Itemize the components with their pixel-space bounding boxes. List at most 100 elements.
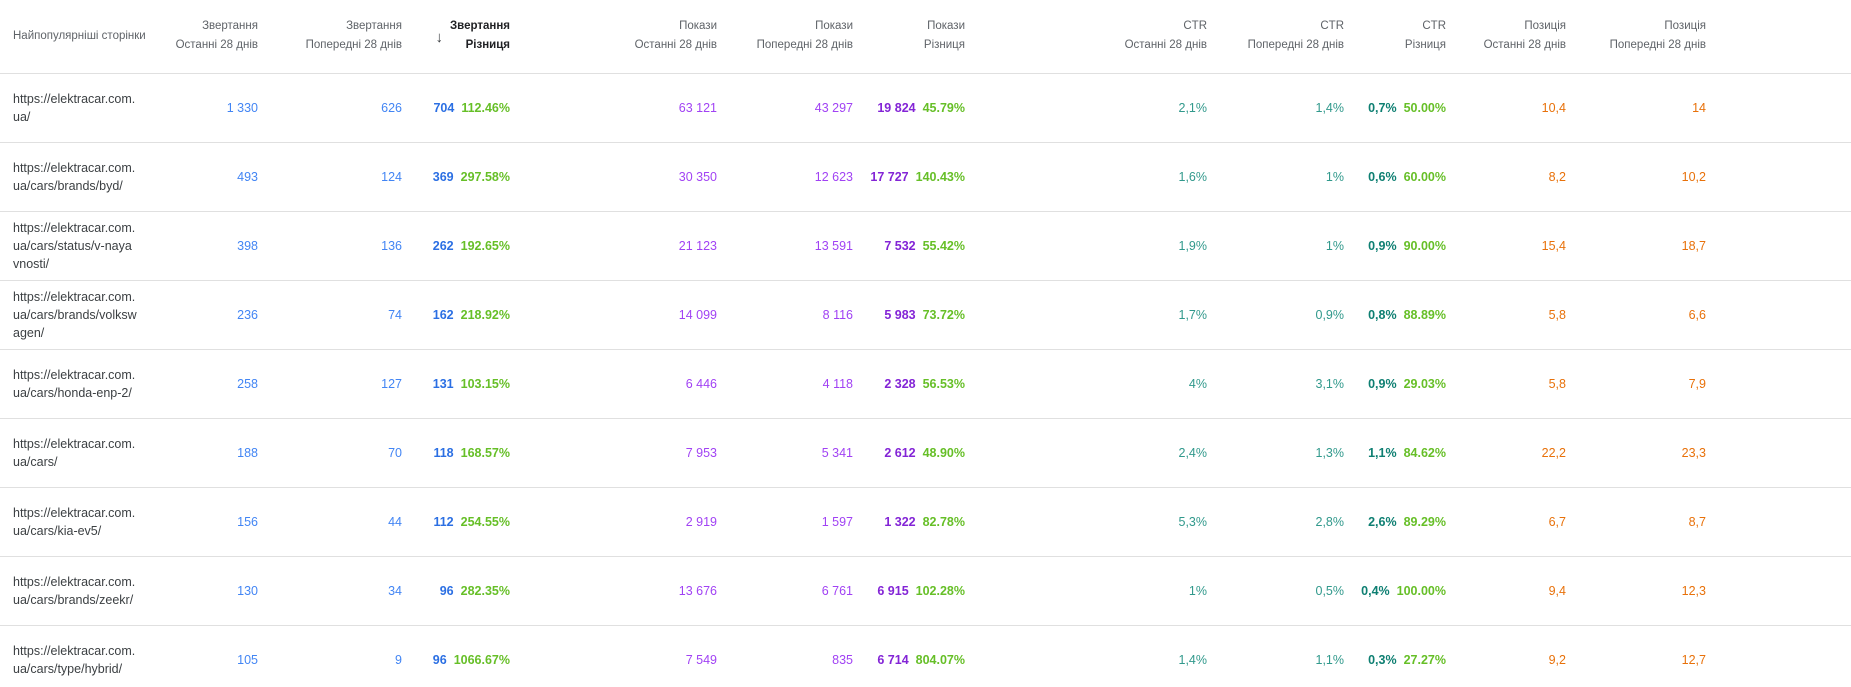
table-row: https://elektracar.com.ua/cars/brands/vo… [0, 280, 1851, 350]
impressions-prev-value: 1 597 [721, 487, 857, 557]
row-filler [1710, 349, 1851, 419]
page-url-link[interactable]: https://elektracar.com.ua/cars/brands/vo… [0, 280, 165, 350]
diff-percent: 55.42% [922, 238, 965, 253]
diff-percent: 84.62% [1403, 445, 1446, 460]
clicks-prev-value: 124 [262, 142, 406, 212]
diff-value: 17 727 [870, 169, 909, 184]
col-header-sublabel: Різниця [465, 39, 510, 52]
ctr-prev-value: 3,1% [1211, 349, 1348, 419]
clicks-diff-cell: 262 192.65% [406, 211, 514, 281]
page-url-link[interactable]: https://elektracar.com.ua/cars/kia-ev5/ [0, 487, 165, 557]
page-url-link[interactable]: https://elektracar.com.ua/ [0, 73, 165, 143]
impressions-last-value: 30 350 [514, 142, 721, 212]
position-prev-value: 10,2 [1570, 142, 1710, 212]
page-url-link[interactable]: https://elektracar.com.ua/cars/ [0, 418, 165, 488]
col-header-sublabel: Останні 28 днів [1124, 39, 1207, 52]
page-url-link[interactable]: https://elektracar.com.ua/cars/honda-enp… [0, 349, 165, 419]
impressions-diff-cell: 1 322 82.78% [857, 487, 969, 557]
table-row: https://elektracar.com.ua/cars/brands/by… [0, 142, 1851, 212]
col-header-ctr-prev[interactable]: CTR Попередні 28 днів [1211, 0, 1348, 74]
diff-percent: 254.55% [460, 514, 510, 529]
ctr-diff-cell: 0,7% 50.00% [1348, 73, 1450, 143]
col-header-pages[interactable]: Найпопулярніші сторінки [0, 0, 165, 74]
impressions-diff-cell: 17 727 140.43% [857, 142, 969, 212]
impressions-prev-value: 43 297 [721, 73, 857, 143]
clicks-prev-value: 127 [262, 349, 406, 419]
col-header-label: Покази [815, 20, 853, 33]
clicks-last-value: 398 [165, 211, 262, 281]
col-header-sublabel: Попередні 28 днів [1247, 39, 1344, 52]
ctr-diff-cell: 0,9% 90.00% [1348, 211, 1450, 281]
clicks-diff-cell: 112 254.55% [406, 487, 514, 557]
col-header-sublabel: Останні 28 днів [1483, 39, 1566, 52]
position-last-value: 8,2 [1450, 142, 1570, 212]
diff-percent: 48.90% [922, 445, 965, 460]
diff-percent: 88.89% [1403, 307, 1446, 322]
position-last-value: 15,4 [1450, 211, 1570, 281]
diff-percent: 90.00% [1403, 238, 1446, 253]
diff-percent: 45.79% [922, 100, 965, 115]
diff-percent: 29.03% [1403, 376, 1446, 391]
table-row: https://elektracar.com.ua/cars/brands/ze… [0, 556, 1851, 626]
row-filler [1710, 625, 1851, 687]
impressions-last-value: 21 123 [514, 211, 721, 281]
diff-value: 0,8% [1368, 307, 1397, 322]
impressions-prev-value: 13 591 [721, 211, 857, 281]
impressions-diff-cell: 6 714 804.07% [857, 625, 969, 687]
ctr-prev-value: 0,9% [1211, 280, 1348, 350]
page-url-link[interactable]: https://elektracar.com.ua/cars/type/hybr… [0, 625, 165, 687]
diff-value: 0,9% [1368, 238, 1397, 253]
col-header-clicks-diff-sorted[interactable]: ↓ Звертання Різниця [406, 0, 514, 74]
ctr-last-value: 2,1% [969, 73, 1211, 143]
clicks-diff-cell: 369 297.58% [406, 142, 514, 212]
page-url-link[interactable]: https://elektracar.com.ua/cars/status/v-… [0, 211, 165, 281]
col-header-label: Позиція [1664, 20, 1706, 33]
diff-value: 0,3% [1368, 652, 1397, 667]
table-row: https://elektracar.com.ua/cars/type/hybr… [0, 625, 1851, 687]
table-row: https://elektracar.com.ua/cars/kia-ev5/ … [0, 487, 1851, 557]
col-header-position-last[interactable]: Позиція Останні 28 днів [1450, 0, 1570, 74]
clicks-last-value: 258 [165, 349, 262, 419]
diff-value: 131 [432, 376, 454, 391]
col-header-impressions-last[interactable]: Покази Останні 28 днів [514, 0, 721, 74]
diff-percent: 168.57% [460, 445, 510, 460]
position-last-value: 9,2 [1450, 625, 1570, 687]
impressions-last-value: 2 919 [514, 487, 721, 557]
col-header-clicks-last[interactable]: Звертання Останні 28 днів [165, 0, 262, 74]
diff-value: 2,6% [1368, 514, 1397, 529]
page-url-link[interactable]: https://elektracar.com.ua/cars/brands/by… [0, 142, 165, 212]
col-header-label: Звертання [346, 20, 402, 33]
ctr-prev-value: 1% [1211, 142, 1348, 212]
diff-percent: 27.27% [1403, 652, 1446, 667]
diff-value: 7 532 [884, 238, 916, 253]
impressions-diff-cell: 19 824 45.79% [857, 73, 969, 143]
col-header-ctr-diff[interactable]: CTR Різниця [1348, 0, 1450, 74]
impressions-prev-value: 5 341 [721, 418, 857, 488]
col-header-impressions-prev[interactable]: Покази Попередні 28 днів [721, 0, 857, 74]
col-header-clicks-prev[interactable]: Звертання Попередні 28 днів [262, 0, 406, 74]
position-prev-value: 12,7 [1570, 625, 1710, 687]
ctr-diff-cell: 0,4% 100.00% [1348, 556, 1450, 626]
col-header-impressions-diff[interactable]: Покази Різниця [857, 0, 969, 74]
diff-value: 0,6% [1368, 169, 1397, 184]
impressions-prev-value: 6 761 [721, 556, 857, 626]
diff-value: 112 [433, 514, 454, 529]
diff-value: 118 [433, 445, 454, 460]
diff-percent: 140.43% [915, 169, 965, 184]
position-prev-value: 14 [1570, 73, 1710, 143]
ctr-prev-value: 1,1% [1211, 625, 1348, 687]
impressions-last-value: 13 676 [514, 556, 721, 626]
clicks-diff-cell: 96 282.35% [406, 556, 514, 626]
impressions-prev-value: 12 623 [721, 142, 857, 212]
diff-value: 19 824 [877, 100, 916, 115]
diff-percent: 1066.67% [453, 652, 510, 667]
col-header-position-prev[interactable]: Позиція Попередні 28 днів [1570, 0, 1710, 74]
diff-value: 5 983 [884, 307, 916, 322]
position-last-value: 10,4 [1450, 73, 1570, 143]
col-header-sublabel: Різниця [1404, 39, 1446, 52]
col-header-label: Позиція [1524, 20, 1566, 33]
page-url-link[interactable]: https://elektracar.com.ua/cars/brands/ze… [0, 556, 165, 626]
col-header-ctr-last[interactable]: CTR Останні 28 днів [969, 0, 1211, 74]
sort-descending-icon: ↓ [435, 28, 443, 46]
clicks-last-value: 105 [165, 625, 262, 687]
